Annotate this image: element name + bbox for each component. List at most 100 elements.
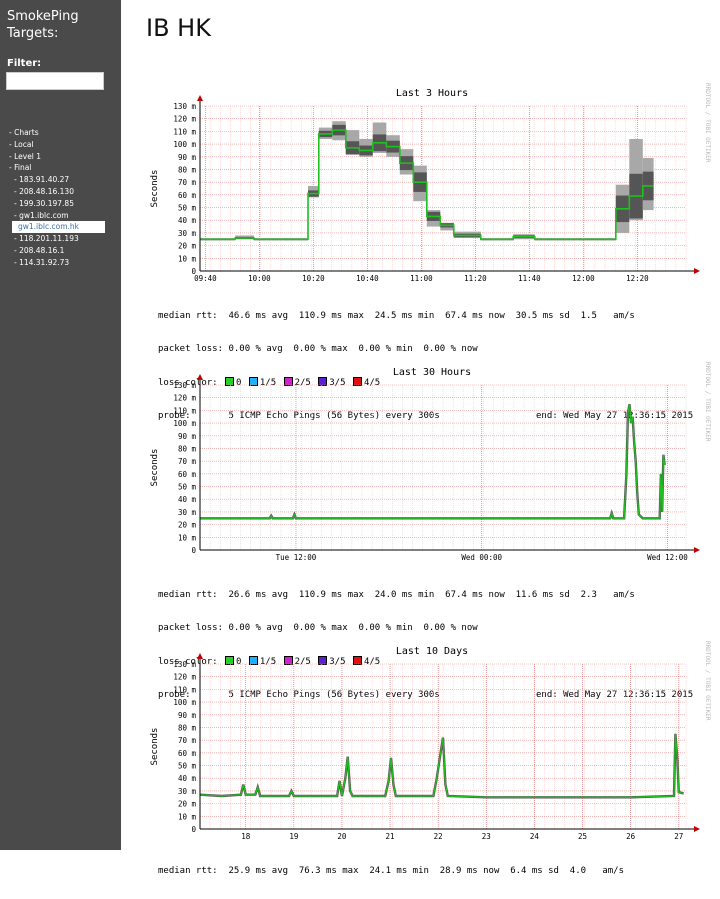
x-axis-arrow xyxy=(694,268,700,274)
loss-swatch-label: 1/5 xyxy=(259,657,282,667)
nav-item[interactable]: gw1.iblc.com.hk xyxy=(12,221,105,234)
y-tick-label: 120 m xyxy=(173,115,196,124)
loss-swatch xyxy=(225,377,235,386)
x-tick-label: 12:20 xyxy=(626,274,649,283)
y-tick-label: 30 m xyxy=(178,508,197,517)
x-tick-label: 10:00 xyxy=(248,274,271,283)
loss-swatch xyxy=(283,377,293,386)
stats-last-30-hours: median rtt: 26.6 ms avg 110.9 ms max 24.… xyxy=(158,568,693,723)
loss-swatch-label: 2/5 xyxy=(294,378,317,388)
y-tick-label: 40 m xyxy=(178,495,197,504)
x-tick-label: 24 xyxy=(530,832,540,841)
x-tick-label: 09:40 xyxy=(194,274,217,283)
main-content: IB HK Last 3 Hours 0 10 m 20 m 30 m 40 m 50 m 6… xyxy=(121,0,720,876)
x-tick-label: 23 xyxy=(482,832,491,841)
y-axis-arrow xyxy=(197,374,203,380)
nav-item[interactable]: - 208.48.16.130 xyxy=(14,186,74,196)
loss-swatch xyxy=(248,656,258,665)
brand[interactable]: SmokePing Targets: xyxy=(7,8,79,42)
nav-item[interactable]: - Level 1 xyxy=(9,151,42,161)
loss-color-legend: 0 1/5 2/5 3/5 4/5 xyxy=(223,377,386,388)
loss-swatch xyxy=(318,656,328,665)
brand-line-1[interactable]: SmokePing xyxy=(7,9,79,24)
y-tick-label: 60 m xyxy=(178,749,197,758)
median-line xyxy=(200,403,666,519)
median-line xyxy=(199,733,684,798)
loss-swatch xyxy=(352,377,362,386)
nav-item[interactable]: - Final xyxy=(9,163,32,173)
y-tick-label: 110 m xyxy=(173,406,196,415)
nav-item[interactable]: - 118.201.11.193 xyxy=(14,234,79,244)
y-tick-label: 30 m xyxy=(178,229,197,238)
y-tick-label: 50 m xyxy=(178,483,197,492)
graph-last-10-days[interactable]: Last 10 Days 0 10 m 20 m 30 m 40 m 50 m 60 m 70 … xyxy=(121,636,720,850)
loss-swatch-label: 0 xyxy=(236,657,247,667)
y-axis-title: Seconds xyxy=(150,170,160,208)
nav-item[interactable]: - Charts xyxy=(9,128,39,137)
nav-item[interactable]: - 208.48.16.1 xyxy=(14,245,65,255)
graph-last-3-hours[interactable]: Last 3 Hours 0 10 m 20 m 30 m 40 m 50 m 60 m 70 … xyxy=(121,78,720,286)
y-tick-label: 60 m xyxy=(178,191,197,200)
y-axis-title: Seconds xyxy=(150,728,160,766)
loss-color-line: loss color: 0 1/5 2/5 3/5 4/5 xyxy=(158,656,635,668)
rrdtool-watermark: RRDTOOL / TOBI OETIKER xyxy=(704,641,711,721)
stats-last-10-days: median rtt: 25.9 ms avg 76.3 ms max 24.1… xyxy=(158,844,624,899)
x-tick-label: 11:20 xyxy=(464,274,487,283)
y-tick-label: 90 m xyxy=(178,711,197,720)
y-tick-label: 70 m xyxy=(178,178,197,187)
median-rtt-line: median rtt: 26.6 ms avg 110.9 ms max 24.… xyxy=(158,590,635,600)
x-axis-arrow xyxy=(694,826,700,832)
y-tick-label: 110 m xyxy=(173,685,196,694)
filter-input[interactable] xyxy=(6,72,104,90)
loss-swatch-label: 2/5 xyxy=(294,657,317,667)
x-tick-label: 26 xyxy=(626,832,636,841)
y-tick-label: 50 m xyxy=(178,204,197,213)
x-tick-label: 21 xyxy=(386,832,395,841)
nav-item[interactable]: - Local xyxy=(9,139,34,149)
chart-last-10-days[interactable]: Last 10 Days 0 10 m 20 m 30 m 40 m 50 m 60 m 70 … xyxy=(121,636,720,850)
loss-color-legend: 0 1/5 2/5 3/5 4/5 xyxy=(223,656,386,667)
loss-swatch-label: 4/5 xyxy=(363,657,386,667)
x-tick-label: Wed 00:00 xyxy=(461,553,502,562)
sidebar: SmokePing Targets: Filter: - Charts - Loc… xyxy=(0,0,121,850)
nav-item[interactable]: - 114.31.92.73 xyxy=(14,257,70,267)
filter-label: Filter: xyxy=(7,58,42,69)
chart-title: Last 10 Days xyxy=(396,646,468,657)
graph-last-30-hours[interactable]: Last 30 Hours 0 10 m 20 m 30 m 40 m 50 m 60 m 70… xyxy=(121,357,720,565)
y-tick-label: 0 xyxy=(191,267,196,276)
loss-color-line: loss color: 0 1/5 2/5 3/5 4/5 xyxy=(158,377,635,389)
y-tick-label: 100 m xyxy=(173,140,196,149)
y-tick-label: 10 m xyxy=(178,254,197,263)
y-tick-label: 0 xyxy=(191,825,196,834)
loss-swatch xyxy=(248,377,258,386)
x-tick-label: 11:00 xyxy=(410,274,433,283)
packet-loss-line: packet loss: 0.00 % avg 0.00 % max 0.00 … xyxy=(158,623,478,633)
nav-item[interactable]: - 183.91.40.27 xyxy=(14,175,70,185)
nav-item[interactable]: - gw1.iblc.com xyxy=(14,210,69,220)
y-tick-label: 130 m xyxy=(173,660,196,669)
loss-color-label: loss color: xyxy=(158,657,218,667)
probe-text: probe: 5 ICMP Echo Pings (56 Bytes) ever… xyxy=(158,690,440,700)
y-tick-label: 0 xyxy=(191,546,196,555)
probe-line: probe: 5 ICMP Echo Pings (56 Bytes) ever… xyxy=(158,690,693,701)
chart-last-30-hours[interactable]: Last 30 Hours 0 10 m 20 m 30 m 40 m 50 m 60 m 70… xyxy=(121,357,720,565)
page-title: IB HK xyxy=(146,14,211,42)
y-tick-label: 70 m xyxy=(178,457,197,466)
y-axis-arrow xyxy=(197,653,203,659)
chart-last-3-hours[interactable]: Last 3 Hours 0 10 m 20 m 30 m 40 m 50 m 60 m 70 … xyxy=(121,78,720,286)
loss-swatch xyxy=(283,656,293,665)
y-tick-label: 120 m xyxy=(173,673,196,682)
median-rtt-line: median rtt: 25.9 ms avg 76.3 ms max 24.1… xyxy=(158,866,624,876)
x-tick-label: 20 xyxy=(337,832,347,841)
x-tick-label: Tue 12:00 xyxy=(276,553,317,562)
loss-color-label: loss color: xyxy=(158,378,218,388)
y-tick-label: 90 m xyxy=(178,153,197,162)
y-tick-label: 40 m xyxy=(178,774,197,783)
nav-item[interactable]: - 199.30.197.85 xyxy=(14,198,74,208)
target-tree: - Charts - Local - Level 1 - Final - 183.91.… xyxy=(9,127,105,269)
x-tick-label: 10:40 xyxy=(356,274,379,283)
median-line xyxy=(200,129,654,241)
y-axis-arrow xyxy=(197,95,203,101)
loss-swatch xyxy=(318,377,328,386)
y-tick-label: 80 m xyxy=(178,723,197,732)
